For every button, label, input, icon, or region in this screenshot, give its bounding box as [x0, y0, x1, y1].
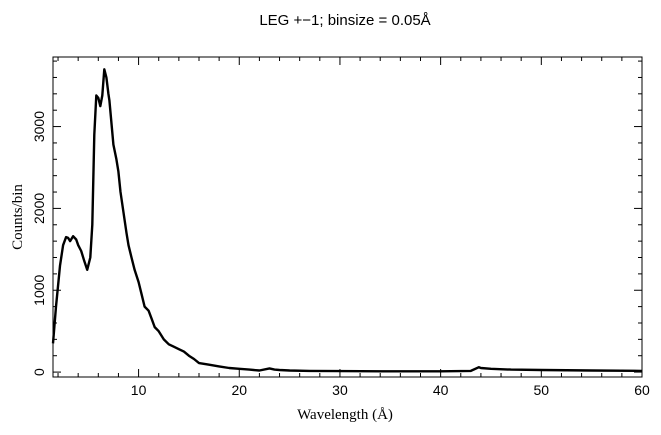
x-axis-label: Wavelength (Å) [297, 407, 393, 423]
y-tick-label: 1000 [31, 274, 47, 305]
spectrum-line [51, 68, 643, 373]
y-tick-label: 2000 [31, 193, 47, 224]
y-axis-label: Counts/bin [10, 184, 26, 250]
x-tick-label: 10 [131, 382, 147, 398]
x-tick-label: 30 [332, 382, 348, 398]
x-tick-label: 40 [433, 382, 449, 398]
plot-frame [52, 56, 643, 378]
x-tick-label: 20 [231, 382, 247, 398]
x-tick-label: 60 [634, 382, 650, 398]
y-tick-label: 0 [31, 368, 47, 376]
tick-labels: 10 20 30 40 50 60 0 1000 2000 3000 [31, 111, 650, 398]
y-tick-label: 3000 [31, 111, 47, 142]
axis-ticks [53, 57, 643, 377]
chart-title: LEG +−1; binsize = 0.05Å [259, 12, 430, 29]
x-tick-label: 50 [534, 382, 550, 398]
